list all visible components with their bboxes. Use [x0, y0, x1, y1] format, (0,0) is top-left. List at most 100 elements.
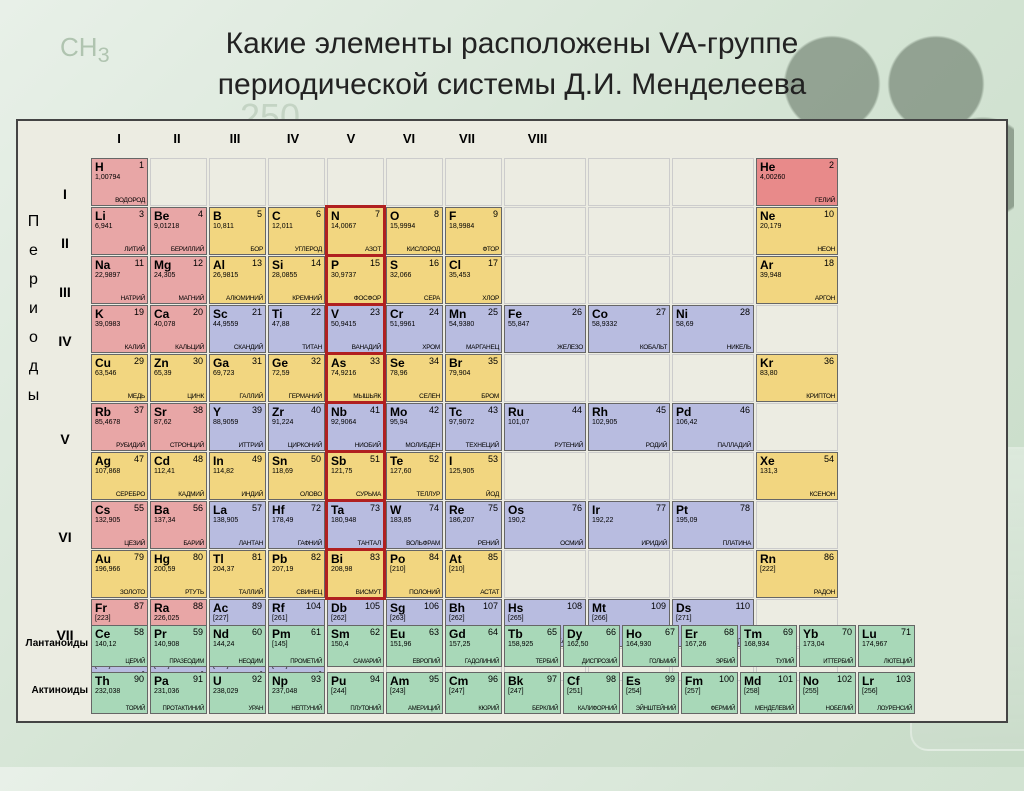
element-Tb: Tb65158,925ТЕРБИЙ: [504, 625, 561, 667]
element-mass: 162,50: [567, 641, 588, 648]
element-name: ТЕХНЕЦИЙ: [466, 442, 499, 449]
element-symbol: Es: [626, 674, 641, 688]
actinides-row: Th90232,038ТОРИЙPa91231,036ПРОТАКТИНИЙU9…: [90, 671, 916, 715]
element-Na: Na1122,9897НАТРИЙ: [91, 256, 148, 304]
element-symbol: B: [213, 209, 222, 223]
element-Pb: Pb82207,19СВИНЕЦ: [268, 550, 325, 598]
element-mass: 168,934: [744, 641, 769, 648]
element-mass: 10,811: [213, 223, 234, 230]
element-Cd: Cd48112,41КАДМИЙ: [150, 452, 207, 500]
element-number: 37: [134, 405, 144, 415]
element-number: 65: [547, 627, 557, 637]
element-mass: 208,98: [331, 566, 352, 573]
element-name: КРЕМНИЙ: [292, 295, 322, 302]
element-symbol: Rb: [95, 405, 111, 419]
element-mass: [255]: [803, 688, 819, 695]
element-mass: [262]: [449, 615, 465, 622]
element-Zr: Zr4091,224ЦИРКОНИЙ: [268, 403, 325, 451]
element-mass: 101,07: [508, 419, 529, 426]
element-mass: 88,9059: [213, 419, 238, 426]
element-number: 35: [488, 356, 498, 366]
element-number: 109: [651, 601, 666, 611]
element-Rb: Rb3785,4678РУБИДИЙ: [91, 403, 148, 451]
element-mass: 196,966: [95, 566, 120, 573]
element-symbol: Fm: [685, 674, 703, 688]
element-symbol: Ds: [676, 601, 691, 615]
element-B: B510,811БОР: [209, 207, 266, 255]
element-number: 90: [134, 674, 144, 684]
element-number: 60: [252, 627, 262, 637]
element-symbol: Cd: [154, 454, 170, 468]
element-mass: 97,9072: [449, 419, 474, 426]
element-symbol: Rf: [272, 601, 285, 615]
element-mass: 6,941: [95, 223, 113, 230]
element-number: 85: [488, 552, 498, 562]
element-symbol: Yb: [803, 627, 818, 641]
element-H: H11,00794ВОДОРОД: [91, 158, 148, 206]
element-Ni: Ni2858,69НИКЕЛЬ: [672, 305, 754, 353]
element-name: НЕПТУНИЙ: [291, 706, 322, 712]
element-name: РУБИДИЙ: [116, 442, 145, 449]
element-Mg: Mg1224,305МАГНИЙ: [150, 256, 207, 304]
element-Nd: Nd60144,24НЕОДИМ: [209, 625, 266, 667]
element-Be: Be49,01218БЕРИЛЛИЙ: [150, 207, 207, 255]
element-Te: Te52127,60ТЕЛЛУР: [386, 452, 443, 500]
element-Lr: Lr103[256]ЛОУРЕНСИЙ: [858, 672, 915, 714]
element-number: 103: [896, 674, 911, 684]
element-number: 66: [606, 627, 616, 637]
element-number: 24: [429, 307, 439, 317]
element-number: 105: [365, 601, 380, 611]
element-Rn: Rn86[222]РАДОН: [756, 550, 838, 598]
element-symbol: Lu: [862, 627, 877, 641]
period-number: V: [50, 414, 80, 463]
element-mass: 106,42: [676, 419, 697, 426]
period-number: [50, 365, 80, 414]
element-mass: 107,868: [95, 468, 120, 475]
element-name: НАТРИЙ: [121, 295, 145, 302]
empty-cell: [588, 207, 670, 255]
element-symbol: C: [272, 209, 281, 223]
element-number: 91: [193, 674, 203, 684]
element-symbol: Nd: [213, 627, 229, 641]
element-mass: 22,9897: [95, 272, 120, 279]
element-Ta: Ta73180,948ТАНТАЛ: [327, 501, 384, 549]
table-row: Na1122,9897НАТРИЙMg1224,305МАГНИЙAl1326,…: [90, 255, 839, 304]
element-mass: 144,24: [213, 641, 234, 648]
element-mass: 30,9737: [331, 272, 356, 279]
element-Ga: Ga3169,723ГАЛЛИЙ: [209, 354, 266, 402]
element-mass: [263]: [390, 615, 406, 622]
element-number: 10: [824, 209, 834, 219]
element-name: КОБАЛЬТ: [640, 344, 667, 351]
title-line-2: периодической системы Д.И. Менделеева: [218, 68, 806, 101]
element-symbol: Sb: [331, 454, 346, 468]
element-number: 69: [783, 627, 793, 637]
element-symbol: Po: [390, 552, 405, 566]
element-symbol: Rn: [760, 552, 776, 566]
element-mass: 44,9559: [213, 321, 238, 328]
element-number: 55: [134, 503, 144, 513]
element-mass: 14,0067: [331, 223, 356, 230]
element-symbol: Ga: [213, 356, 229, 370]
element-number: 41: [370, 405, 380, 415]
element-number: 54: [824, 454, 834, 464]
element-P: P1530,9737ФОСФОР: [327, 256, 384, 304]
element-symbol: Lr: [862, 674, 874, 688]
element-mass: 121,75: [331, 468, 352, 475]
element-Re: Re75186,207РЕНИЙ: [445, 501, 502, 549]
element-name: ЦИНК: [187, 393, 204, 400]
element-number: 45: [656, 405, 666, 415]
element-symbol: Kr: [760, 356, 773, 370]
element-mass: 40,078: [154, 321, 175, 328]
period-number: VII: [50, 610, 80, 659]
element-mass: 83,80: [760, 370, 778, 377]
element-mass: 237,048: [272, 688, 297, 695]
element-name: КЮРИЙ: [478, 706, 499, 712]
element-mass: [265]: [508, 615, 524, 622]
element-symbol: P: [331, 258, 339, 272]
element-W: W74183,85ВОЛЬФРАМ: [386, 501, 443, 549]
element-name: КАЛИФОРНИЙ: [578, 706, 617, 712]
element-symbol: Re: [449, 503, 464, 517]
element-symbol: Bh: [449, 601, 465, 615]
element-name: ЦИРКОНИЙ: [288, 442, 322, 449]
element-number: 97: [547, 674, 557, 684]
